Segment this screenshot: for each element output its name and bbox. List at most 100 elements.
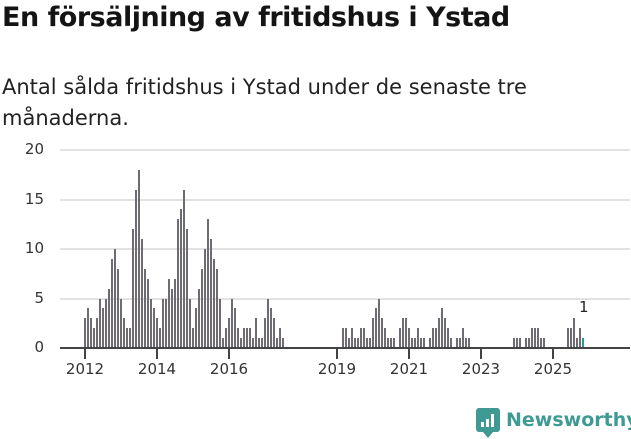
bar xyxy=(93,328,95,348)
bar xyxy=(432,328,434,348)
bar xyxy=(147,278,149,348)
bar xyxy=(468,338,470,348)
bar xyxy=(435,328,437,348)
bar xyxy=(240,338,242,348)
bar xyxy=(144,268,146,348)
x-axis xyxy=(60,347,630,349)
y-tick-label: 5 xyxy=(34,289,44,307)
bar xyxy=(207,219,209,348)
bar xyxy=(201,268,203,348)
bar xyxy=(183,189,185,348)
bar xyxy=(228,318,230,348)
bar xyxy=(399,328,401,348)
x-tick xyxy=(408,349,410,359)
x-tick-label: 2021 xyxy=(389,360,429,378)
bar xyxy=(141,239,143,348)
bar xyxy=(459,338,461,348)
bar xyxy=(165,298,167,348)
bar-chart-logo-icon xyxy=(476,408,500,438)
bar xyxy=(456,338,458,348)
bar xyxy=(450,338,452,348)
bar xyxy=(405,318,407,348)
bar-chart: 20 15 10 5 0 2012 2014 2016 2019 2021 20… xyxy=(0,140,631,380)
bar xyxy=(417,328,419,348)
bar xyxy=(195,308,197,348)
bar xyxy=(444,318,446,348)
chart-title: En försäljning av fritidshus i Ystad xyxy=(2,2,510,33)
bar xyxy=(567,328,569,348)
bar xyxy=(108,288,110,348)
bar xyxy=(351,328,353,348)
bar xyxy=(348,338,350,348)
bar xyxy=(210,239,212,348)
bar xyxy=(225,328,227,348)
bar xyxy=(213,258,215,348)
bar xyxy=(387,338,389,348)
bar xyxy=(132,229,134,348)
bar xyxy=(222,338,224,348)
bar xyxy=(423,338,425,348)
bar xyxy=(366,338,368,348)
bar xyxy=(198,288,200,348)
bar xyxy=(465,338,467,348)
bar xyxy=(375,308,377,348)
bar xyxy=(282,338,284,348)
bar xyxy=(372,318,374,348)
bar xyxy=(186,229,188,348)
bar xyxy=(138,169,140,348)
bar xyxy=(360,328,362,348)
x-tick xyxy=(156,349,158,359)
bar xyxy=(114,249,116,348)
x-tick xyxy=(336,349,338,359)
x-tick-label: 2012 xyxy=(65,360,105,378)
bar xyxy=(573,318,575,348)
bar xyxy=(276,338,278,348)
bar xyxy=(231,298,233,348)
bar xyxy=(429,338,431,348)
bar xyxy=(252,338,254,348)
bar xyxy=(402,318,404,348)
bar xyxy=(189,298,191,348)
last-value-annotation: 1 xyxy=(579,298,589,317)
chart-subtitle: Antal sålda fritidshus i Ystad under de … xyxy=(2,75,527,130)
bar xyxy=(234,308,236,348)
bar xyxy=(543,338,545,348)
bar xyxy=(204,249,206,348)
bar xyxy=(258,338,260,348)
x-tick xyxy=(84,349,86,359)
bar xyxy=(279,328,281,348)
bar xyxy=(531,328,533,348)
bar xyxy=(129,328,131,348)
bar xyxy=(159,328,161,348)
bar xyxy=(180,209,182,348)
bar xyxy=(342,328,344,348)
bar xyxy=(171,288,173,348)
bar xyxy=(102,308,104,348)
bar xyxy=(420,338,422,348)
bar xyxy=(438,318,440,348)
bar xyxy=(90,318,92,348)
bar xyxy=(117,268,119,348)
bar xyxy=(513,338,515,348)
bar xyxy=(540,338,542,348)
bar xyxy=(153,308,155,348)
bar xyxy=(87,308,89,348)
bar xyxy=(84,318,86,348)
gridline xyxy=(60,199,630,201)
bar xyxy=(261,338,263,348)
bar xyxy=(267,298,269,348)
bar xyxy=(528,338,530,348)
gridline xyxy=(60,248,630,250)
y-tick-label: 15 xyxy=(24,190,44,208)
bar xyxy=(105,298,107,348)
x-tick-label: 2016 xyxy=(209,360,249,378)
bar xyxy=(99,298,101,348)
bar xyxy=(576,338,578,348)
bar xyxy=(255,318,257,348)
gridline xyxy=(60,298,630,300)
bar xyxy=(120,298,122,348)
bar xyxy=(237,328,239,348)
x-tick xyxy=(228,349,230,359)
x-tick-label: 2025 xyxy=(533,360,573,378)
bar xyxy=(381,318,383,348)
